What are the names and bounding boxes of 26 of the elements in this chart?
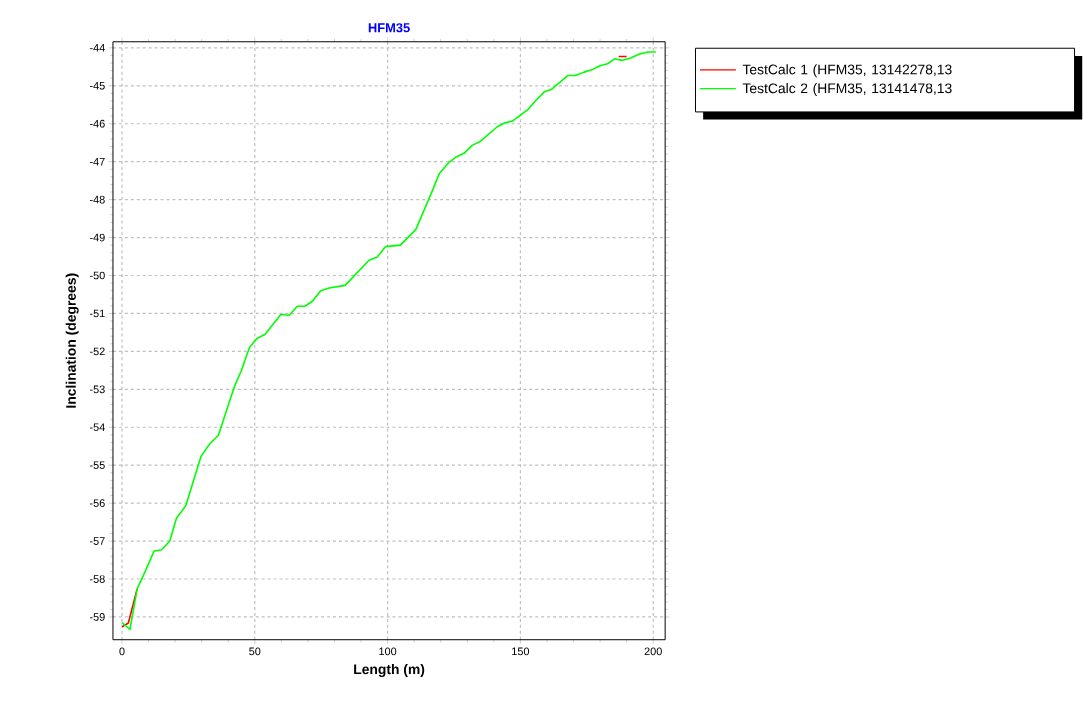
- y-tick-label: -59: [89, 612, 105, 621]
- y-tick-label: -51: [89, 309, 105, 318]
- y-tick-label: -47: [89, 157, 105, 166]
- y-tick-label: -45: [89, 81, 105, 90]
- x-axis-title: Length (m): [354, 663, 425, 677]
- chart-title: HFM35: [368, 23, 410, 33]
- y-tick-label: -49: [89, 233, 105, 242]
- y-tick-label: -57: [89, 537, 105, 545]
- legend-label: TestCalc 1 (HFM35, 13142278,13: [742, 64, 952, 77]
- y-tick-label: -52: [89, 347, 105, 356]
- y-tick-label: -48: [89, 195, 105, 204]
- y-tick-label: -50: [89, 271, 105, 280]
- legend-label: TestCalc 2 (HFM35, 13141478,13: [742, 82, 952, 96]
- y-tick-label: -58: [89, 575, 105, 583]
- x-tick-label: 100: [379, 647, 397, 656]
- y-tick-label: -55: [89, 461, 105, 469]
- y-tick-label: -53: [89, 385, 105, 394]
- y-tick-label: -46: [89, 119, 105, 128]
- x-tick-label: 50: [249, 647, 261, 656]
- y-axis-title: Inclination (degrees): [65, 273, 79, 408]
- y-tick-label: -54: [89, 423, 105, 431]
- x-tick-label: 150: [512, 647, 530, 656]
- x-tick-label: 0: [119, 647, 125, 656]
- y-tick-label: -44: [89, 43, 105, 52]
- x-tick-label: 200: [644, 647, 662, 656]
- y-tick-label: -56: [89, 499, 105, 507]
